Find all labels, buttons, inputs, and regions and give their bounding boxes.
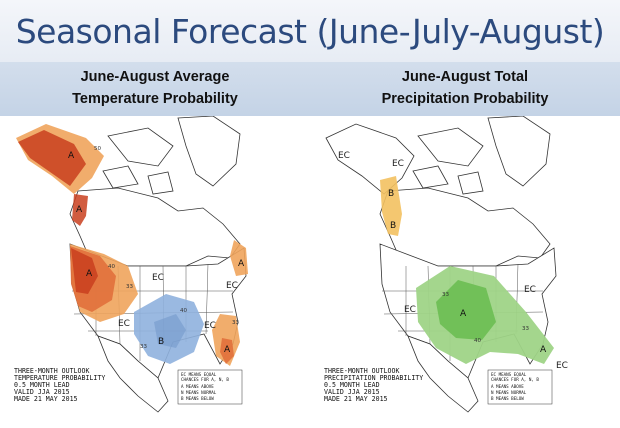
central-above-inner <box>436 280 496 340</box>
greenland-outline <box>177 116 241 187</box>
southeast-above-label: A <box>540 345 547 355</box>
alaska-above-inner <box>18 130 86 186</box>
legend-line: N MEANS NORMAL <box>181 390 217 395</box>
west-above-label: A <box>86 269 93 279</box>
west-above-inner <box>71 248 98 294</box>
legend-line: A MEANS ABOVE <box>181 384 214 389</box>
pnw-tan-shading <box>380 176 402 236</box>
northeast-above-label: A <box>238 259 245 269</box>
temperature-legend: EC MEANS EQUAL CHANCES FOR A, N, B A MEA… <box>177 369 243 405</box>
greenland-outline <box>487 116 551 187</box>
legend-line: EC MEANS EQUAL <box>491 372 527 377</box>
caption-line: THREE-MONTH OUTLOOK <box>324 367 399 375</box>
caption-line: VALID JJA 2015 <box>14 388 70 396</box>
southeast-above-label: A <box>224 345 231 355</box>
east-ec-label: EC <box>226 281 238 291</box>
alaska-outline <box>325 123 415 195</box>
legend-line: B MEANS BELOW <box>491 396 524 401</box>
legend-line: CHANCES FOR A, N, B <box>181 377 229 382</box>
mexico-outline <box>97 335 169 413</box>
contour-label: 40 <box>474 338 481 344</box>
legend-line: CHANCES FOR A, N, B <box>491 377 539 382</box>
east-ec-label: EC <box>524 285 536 295</box>
precipitation-title-line2: Precipitation Probability <box>381 91 549 107</box>
caption-line: MADE 21 MAY 2015 <box>14 395 78 403</box>
contour-label: 33 <box>522 326 529 332</box>
caption-line: PRECIPITATION PROBABILITY <box>324 374 423 382</box>
canada-ec-label: EC <box>392 159 404 169</box>
south-below-label: B <box>158 337 164 347</box>
temperature-panel-title: June-August Average Temperature Probabil… <box>5 66 305 110</box>
arctic-islands-outline <box>102 127 174 195</box>
legend-line: N MEANS NORMAL <box>491 390 527 395</box>
page-title: Seasonal Forecast (June-July-August) <box>15 11 605 51</box>
contour-label: 33 <box>232 320 239 326</box>
precipitation-title-line1: June-August Total <box>401 69 529 85</box>
title-bar: Seasonal Forecast (June-July-August) <box>0 0 620 62</box>
pnw-coast-above <box>72 194 88 226</box>
pnw-above-label: A <box>76 205 83 215</box>
pnw-below-label-2: B <box>390 221 396 231</box>
caption-line: 0.5 MONTH LEAD <box>324 381 380 389</box>
temperature-title-line1: June-August Average <box>80 69 230 85</box>
subtitle-band <box>0 62 620 116</box>
contour-label: 40 <box>108 264 115 270</box>
caption-line: VALID JJA 2015 <box>324 388 380 396</box>
contour-label: 33 <box>140 344 147 350</box>
pnw-below-label: B <box>388 189 394 199</box>
legend-box <box>487 369 553 405</box>
precipitation-outlook-map: EC EC B B EC EC A A EC 33 40 33 THREE-MO… <box>324 116 568 413</box>
arctic-islands-outline <box>412 127 484 195</box>
temperature-caption: THREE-MONTH OUTLOOK TEMPERATURE PROBABIL… <box>14 367 105 403</box>
contour-label: 33 <box>442 292 449 298</box>
alaska-above-label: A <box>68 151 75 161</box>
legend-line: B MEANS BELOW <box>181 396 214 401</box>
south-central-below-inner <box>154 314 186 348</box>
southeast-above-inner <box>220 338 234 364</box>
legend-line: A MEANS ABOVE <box>491 384 524 389</box>
contour-label: 40 <box>180 308 187 314</box>
west-ec-label: EC <box>404 305 416 315</box>
central-above-label: A <box>460 309 467 319</box>
precipitation-panel-title: June-August Total Precipitation Probabil… <box>315 66 615 110</box>
caption-line: TEMPERATURE PROBABILITY <box>14 374 105 382</box>
alaska-ec-label: EC <box>338 151 350 161</box>
central-ec-label: EC <box>204 321 216 331</box>
northeast-above <box>230 240 248 276</box>
contour-label: 50 <box>94 146 101 152</box>
precipitation-legend: EC MEANS EQUAL CHANCES FOR A, N, B A MEA… <box>487 369 553 405</box>
mexico-outline <box>407 335 479 413</box>
temperature-title-line2: Temperature Probability <box>72 91 238 107</box>
temperature-outlook-map: A A A A A B EC EC EC EC 50 40 33 33 40 3… <box>14 116 248 413</box>
contour-label: 33 <box>126 284 133 290</box>
caption-line: MADE 21 MAY 2015 <box>324 395 388 403</box>
legend-line: EC MEANS EQUAL <box>181 372 217 377</box>
caption-line: THREE-MONTH OUTLOOK <box>14 367 89 375</box>
florida-ec-label: EC <box>556 361 568 371</box>
legend-box <box>177 369 243 405</box>
west-ec-label: EC <box>118 319 130 329</box>
caption-line: 0.5 MONTH LEAD <box>14 381 70 389</box>
plains-ec-label: EC <box>152 273 164 283</box>
precipitation-caption: THREE-MONTH OUTLOOK PRECIPITATION PROBAB… <box>324 367 423 403</box>
